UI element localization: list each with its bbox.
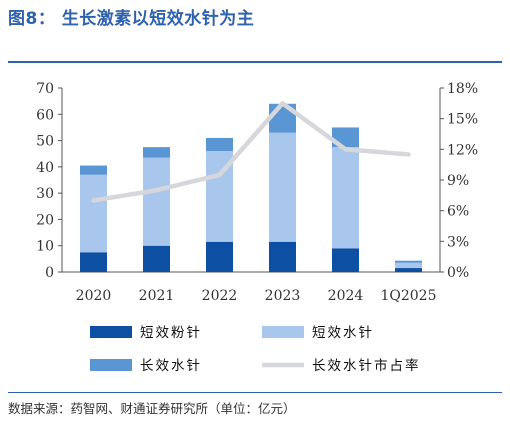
left-tick-label: 50 [36, 134, 54, 150]
left-tick-label: 70 [36, 81, 54, 97]
left-tick-label: 60 [36, 107, 54, 123]
bar-segment [80, 174, 107, 253]
bar-segment [395, 268, 422, 272]
left-tick-label: 0 [45, 265, 54, 281]
left-tick-label: 30 [36, 186, 54, 202]
bar-segment [332, 147, 359, 249]
title-rule [8, 61, 502, 63]
right-tick-label: 0% [447, 265, 469, 281]
bar-segment [206, 241, 233, 272]
bar-segment [80, 252, 107, 272]
right-tick-label: 15% [447, 112, 478, 128]
bar-segment [80, 165, 107, 175]
bar-segment [332, 248, 359, 272]
share-line [91, 101, 411, 203]
legend-label: 短效粉针 [140, 325, 202, 341]
x-tick-label: 2022 [202, 288, 238, 304]
x-tick-label: 2024 [328, 288, 364, 304]
chart: 0 10 20 30 40 50 60 70 0% 3% 6% 9% 12% 15% 18% 2020 2021… [36, 81, 478, 374]
bar-segment [143, 157, 170, 246]
right-tick-label: 3% [447, 234, 469, 250]
tick-labels: 0 10 20 30 40 50 60 70 0% 3% 6% 9% 12% 15% 18% 2020 2021… [36, 81, 478, 304]
right-tick-label: 6% [447, 204, 469, 220]
right-tick-label: 18% [447, 81, 478, 97]
x-tick-label: 2020 [76, 288, 112, 304]
left-tick-label: 20 [36, 212, 54, 228]
x-tick-label: 2021 [139, 288, 175, 304]
bar-segment [143, 147, 170, 158]
left-tick-label: 40 [36, 160, 54, 176]
right-tick-label: 12% [447, 142, 478, 158]
source-note: 数据来源：药智网、财通证券研究所（单位：亿元） [8, 401, 296, 416]
footer-rule [8, 392, 502, 393]
legend-swatch [262, 326, 304, 338]
legend-label: 长效水针市占率 [312, 357, 421, 374]
x-tick-label: 1Q2025 [380, 288, 436, 304]
bars [80, 103, 422, 272]
legend-label: 短效水针 [312, 325, 374, 341]
left-tick-label: 10 [36, 239, 54, 255]
legend-swatch [90, 326, 132, 338]
bar-segment [395, 262, 422, 269]
right-tick-label: 9% [447, 173, 469, 189]
legend-label: 长效水针 [140, 358, 202, 374]
axes [58, 87, 444, 273]
legend-swatch [90, 359, 132, 371]
bar-segment [395, 260, 422, 263]
share-line-path [91, 101, 411, 203]
bar-segment [269, 241, 296, 272]
bar-segment [206, 137, 233, 152]
chart-title: 图8： 生长激素以短效水针为主 [8, 9, 255, 29]
bar-segment [143, 245, 170, 272]
bar-segment [269, 132, 296, 242]
x-tick-label: 2023 [265, 288, 301, 304]
